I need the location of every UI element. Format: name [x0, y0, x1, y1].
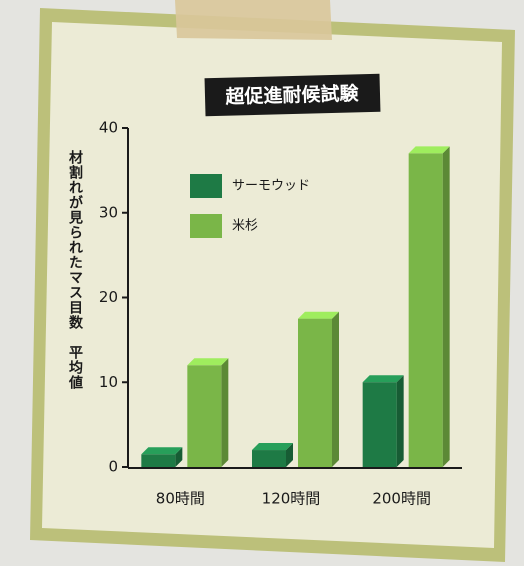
bar	[362, 375, 404, 467]
y-tick-label: 10	[99, 373, 118, 391]
legend-swatch	[190, 174, 222, 198]
bar-top	[141, 447, 183, 455]
y-tick-label: 40	[99, 119, 118, 137]
bar-top	[408, 146, 450, 154]
tape	[175, 0, 332, 40]
bar	[252, 443, 293, 467]
bar-front	[187, 365, 222, 467]
bar-side	[332, 311, 339, 467]
legend-label: 米杉	[232, 219, 258, 234]
title-box	[204, 73, 381, 117]
bar-top	[362, 375, 404, 383]
bar-side	[221, 358, 229, 467]
y-tick-label: 0	[108, 458, 118, 476]
bar-side	[442, 146, 450, 468]
bar-front	[362, 382, 397, 467]
bar	[187, 358, 229, 467]
bar-top	[252, 443, 293, 451]
bar-front	[298, 318, 332, 467]
y-axis-label: 材割れが見られたマス目数 平均値	[67, 149, 84, 390]
y-tick-label: 20	[99, 288, 118, 306]
bar	[408, 146, 450, 468]
x-tick-label: 80時間	[156, 490, 205, 508]
chart-title: 超促進耐候試験	[224, 82, 360, 109]
bar-front	[408, 153, 443, 468]
y-tick-label: 30	[99, 203, 118, 221]
bar-front	[252, 450, 286, 467]
legend-swatch	[190, 214, 222, 238]
bar-side	[396, 375, 404, 467]
bar	[141, 447, 183, 467]
x-tick-label: 120時間	[262, 490, 321, 508]
bar-front	[141, 454, 176, 467]
bar-top	[187, 358, 229, 366]
bar-side	[286, 443, 293, 467]
bar	[298, 311, 339, 467]
x-tick-label: 200時間	[372, 490, 431, 508]
legend-label: サーモウッド	[232, 179, 310, 194]
bar-side	[175, 447, 183, 467]
bar-top	[298, 311, 339, 319]
